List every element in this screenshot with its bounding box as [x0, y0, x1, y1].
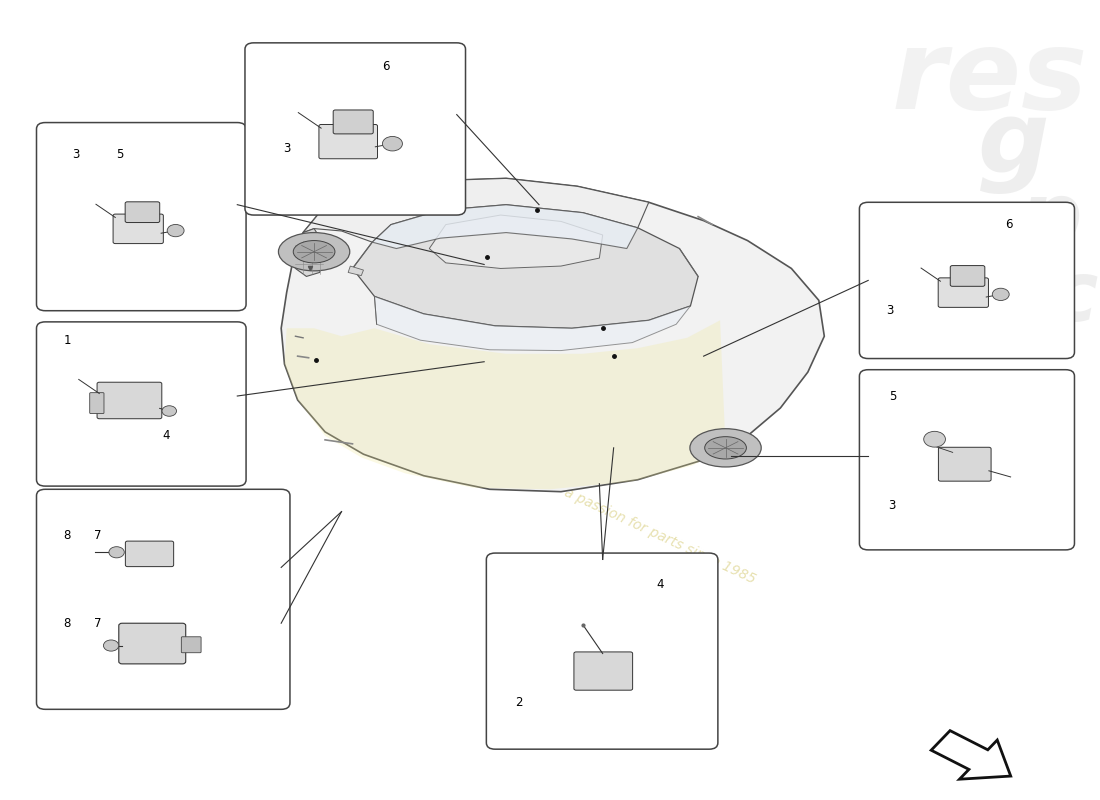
- Circle shape: [924, 431, 945, 447]
- Text: a passion for parts since 1985: a passion for parts since 1985: [562, 485, 758, 586]
- Polygon shape: [372, 205, 638, 249]
- Polygon shape: [352, 205, 698, 328]
- Text: res: res: [891, 26, 1088, 132]
- FancyBboxPatch shape: [859, 202, 1075, 358]
- Text: 8: 8: [64, 617, 70, 630]
- Circle shape: [103, 640, 119, 651]
- FancyBboxPatch shape: [125, 202, 160, 222]
- FancyBboxPatch shape: [245, 43, 465, 215]
- FancyBboxPatch shape: [938, 278, 989, 307]
- Circle shape: [162, 406, 176, 416]
- FancyBboxPatch shape: [90, 393, 104, 414]
- Polygon shape: [429, 215, 603, 269]
- FancyBboxPatch shape: [938, 447, 991, 481]
- Ellipse shape: [294, 241, 334, 263]
- Text: 7: 7: [95, 617, 101, 630]
- Circle shape: [992, 288, 1009, 301]
- Text: 8: 8: [64, 529, 70, 542]
- FancyBboxPatch shape: [333, 110, 373, 134]
- Text: 4: 4: [656, 578, 663, 591]
- FancyBboxPatch shape: [486, 553, 718, 749]
- Circle shape: [109, 546, 124, 558]
- Text: 1: 1: [64, 334, 72, 346]
- Text: 5: 5: [889, 390, 896, 402]
- FancyBboxPatch shape: [36, 322, 246, 486]
- Text: 3: 3: [887, 304, 894, 318]
- FancyBboxPatch shape: [574, 652, 632, 690]
- Ellipse shape: [705, 437, 747, 459]
- FancyBboxPatch shape: [36, 122, 246, 310]
- Text: 7: 7: [95, 529, 101, 542]
- Text: 3: 3: [73, 148, 79, 161]
- Text: c: c: [1049, 257, 1099, 338]
- FancyBboxPatch shape: [125, 541, 174, 566]
- Ellipse shape: [690, 429, 761, 467]
- FancyBboxPatch shape: [319, 125, 377, 158]
- FancyBboxPatch shape: [113, 214, 163, 243]
- Text: 3: 3: [283, 142, 290, 155]
- FancyBboxPatch shape: [36, 490, 290, 710]
- Polygon shape: [285, 320, 726, 490]
- Text: 6: 6: [382, 60, 389, 74]
- Polygon shape: [374, 296, 691, 350]
- Polygon shape: [304, 178, 649, 242]
- Polygon shape: [932, 730, 1011, 779]
- Text: 2: 2: [516, 697, 522, 710]
- Text: 3: 3: [889, 498, 896, 512]
- FancyBboxPatch shape: [119, 623, 186, 664]
- Text: p: p: [1019, 177, 1082, 264]
- Text: 6: 6: [1005, 218, 1012, 231]
- Circle shape: [383, 137, 403, 151]
- Polygon shape: [292, 229, 326, 277]
- FancyBboxPatch shape: [950, 266, 984, 286]
- Text: g: g: [978, 97, 1049, 194]
- Circle shape: [167, 225, 184, 237]
- FancyBboxPatch shape: [182, 637, 201, 653]
- Polygon shape: [282, 178, 824, 492]
- Text: 4: 4: [162, 430, 169, 442]
- FancyBboxPatch shape: [97, 382, 162, 418]
- Ellipse shape: [278, 233, 350, 271]
- Text: 5: 5: [117, 148, 123, 161]
- Polygon shape: [348, 266, 363, 276]
- FancyBboxPatch shape: [859, 370, 1075, 550]
